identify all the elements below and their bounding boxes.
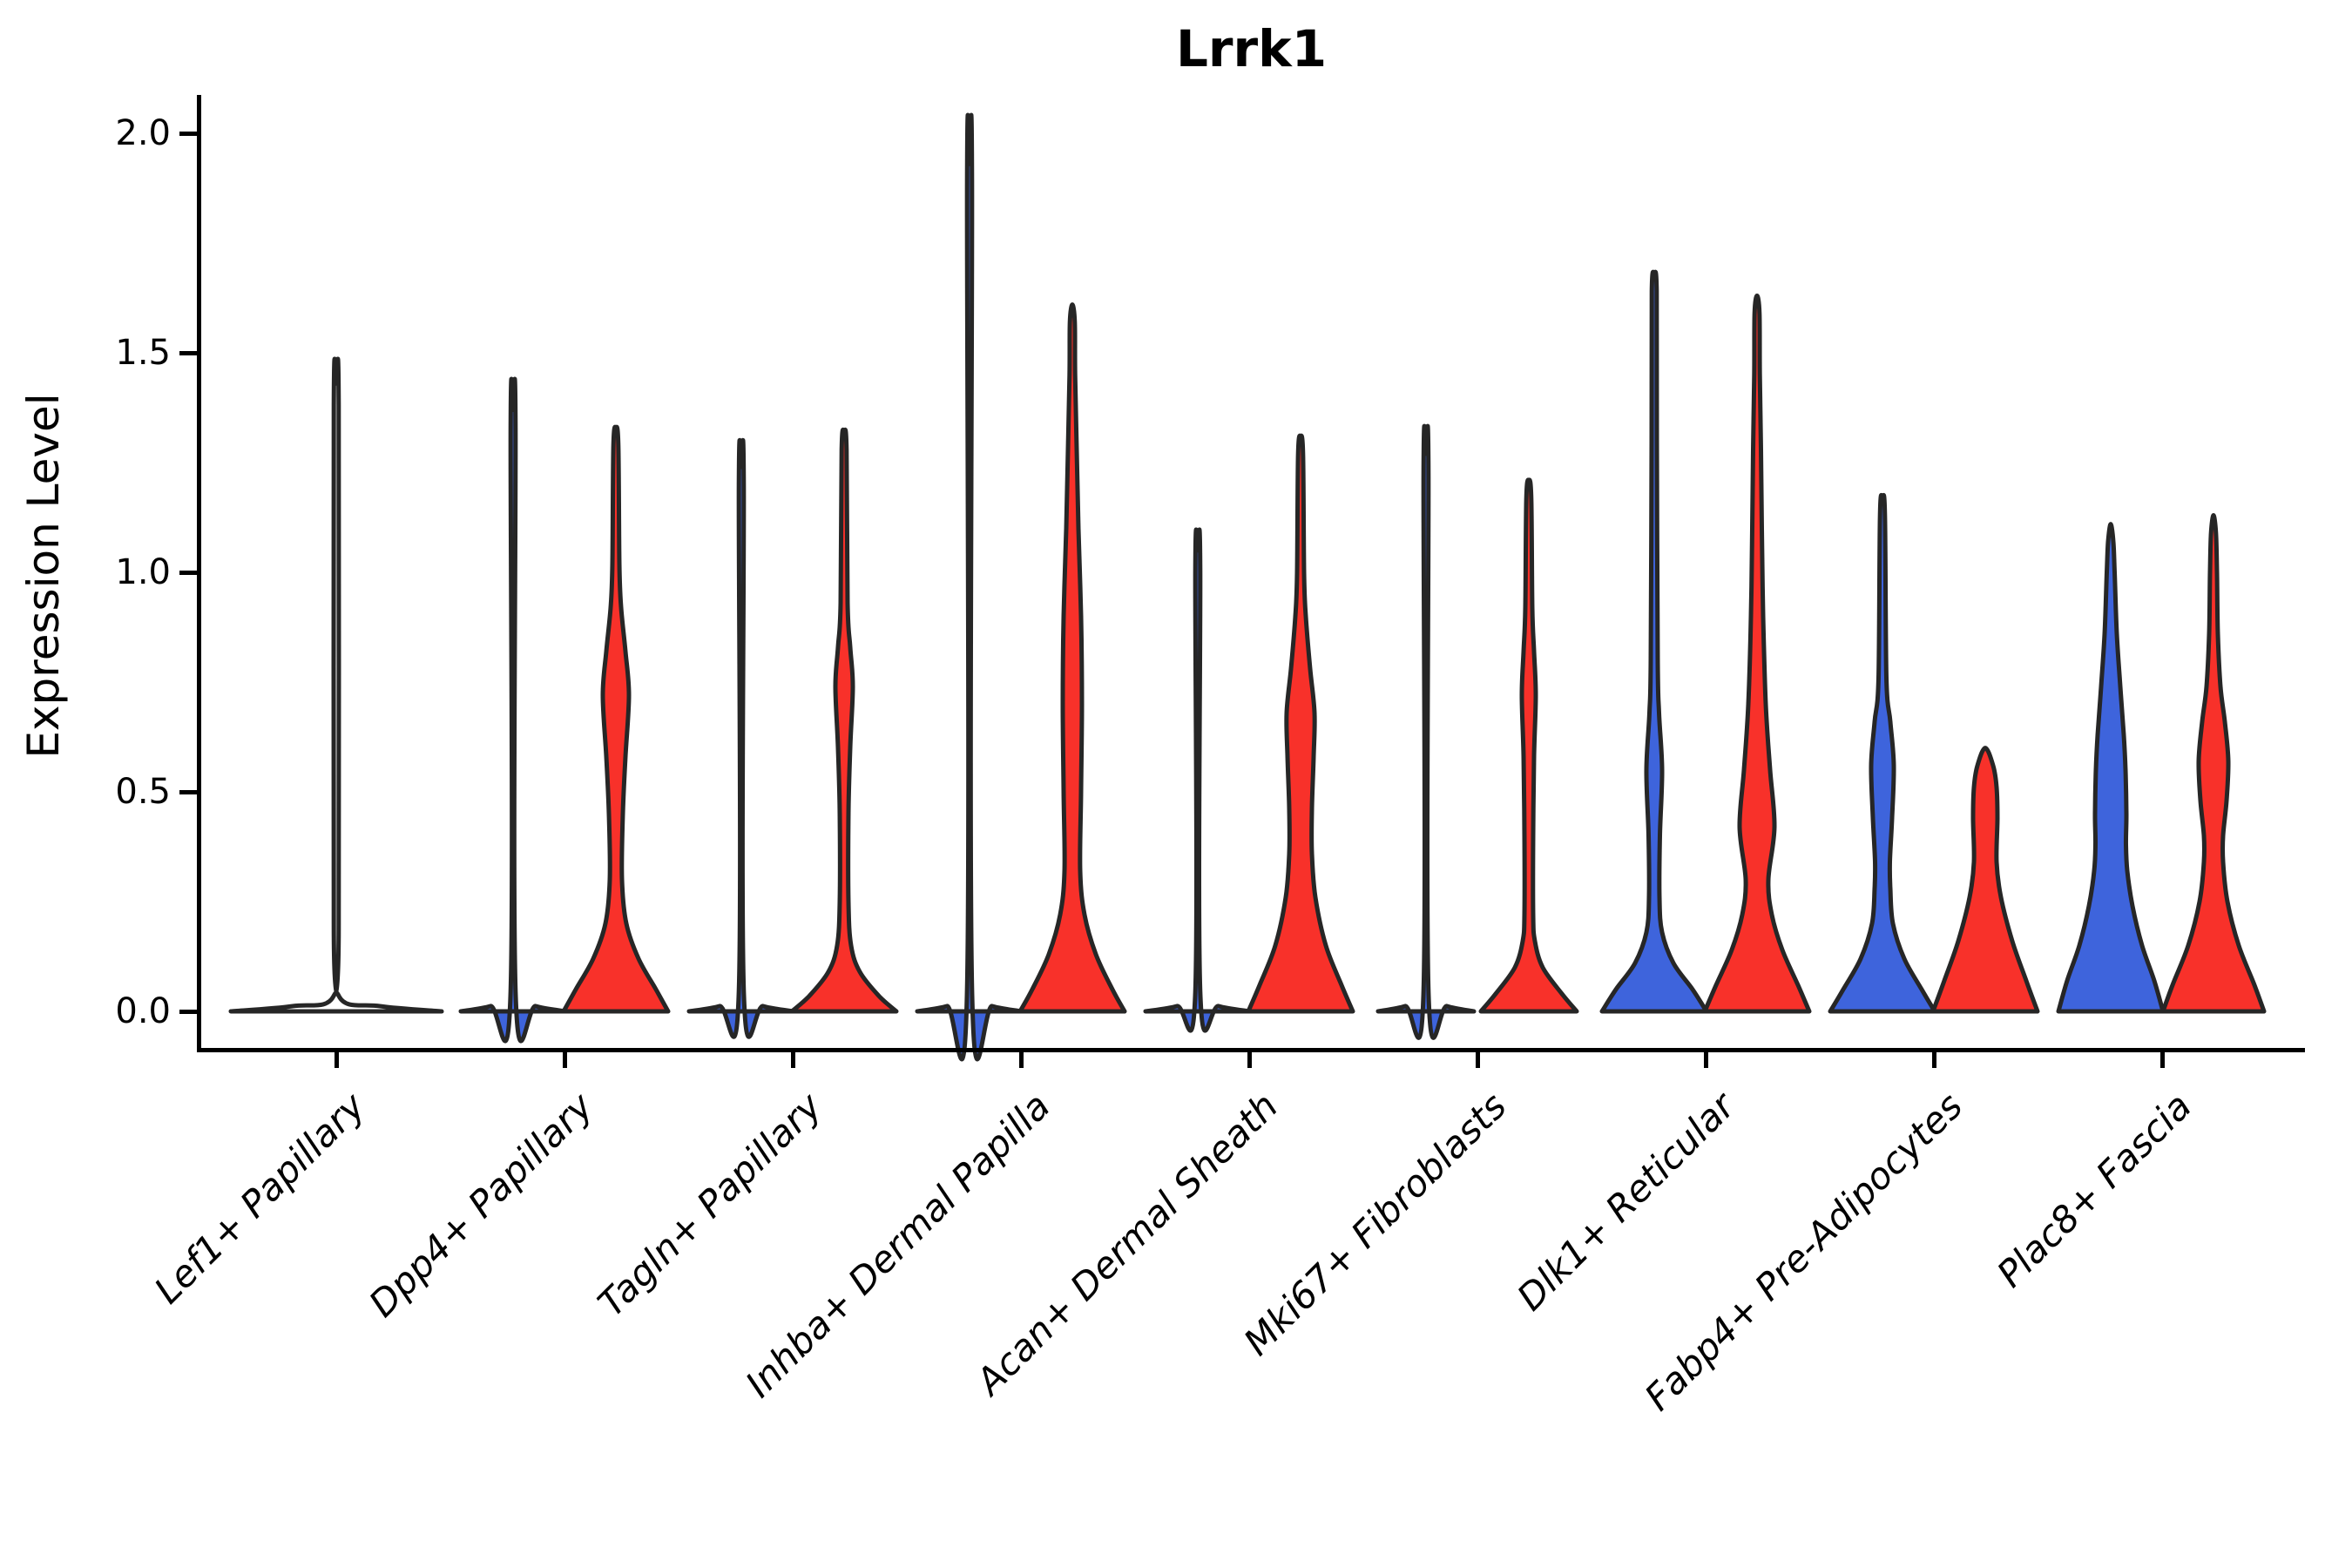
y-tick-label: 1.0 (115, 552, 171, 592)
y-tick-mark (179, 789, 199, 794)
y-tick-mark (179, 570, 199, 575)
violin-left-2 (686, 438, 796, 1039)
y-tick-mark (179, 1009, 199, 1014)
x-tick-mark (1018, 1052, 1024, 1068)
violin-right-8 (2160, 513, 2267, 1014)
violin-left-3 (915, 112, 1024, 1062)
violin-left-6 (1599, 269, 1709, 1014)
x-tick-mark (1703, 1052, 1708, 1068)
violin-right-5 (1478, 477, 1579, 1014)
violin-right-2 (789, 427, 899, 1014)
y-tick-label: 0.5 (115, 772, 171, 812)
y-tick-mark (179, 350, 199, 355)
x-tick-mark (562, 1052, 567, 1068)
violin-center-0 (228, 356, 444, 1014)
violin-right-4 (1246, 433, 1355, 1014)
y-axis-spine (197, 95, 201, 1052)
violin-left-8 (2056, 522, 2166, 1014)
violin-right-6 (1702, 294, 1812, 1014)
violin-left-7 (1828, 492, 1937, 1014)
y-tick-label: 0.0 (115, 991, 171, 1031)
violin-left-4 (1143, 527, 1253, 1033)
x-tick-mark (334, 1052, 339, 1068)
violin-left-5 (1375, 423, 1477, 1040)
y-tick-label: 1.5 (115, 333, 171, 373)
x-tick-mark (1247, 1052, 1252, 1068)
x-tick-mark (1931, 1052, 1936, 1068)
y-tick-label: 2.0 (115, 113, 171, 153)
violin-right-3 (1017, 302, 1127, 1014)
x-tick-mark (2159, 1052, 2165, 1068)
violin-right-7 (1930, 746, 2040, 1014)
x-axis-spine (197, 1048, 2305, 1052)
x-tick-mark (1475, 1052, 1480, 1068)
violin-right-1 (561, 424, 671, 1014)
violin-left-1 (458, 376, 568, 1044)
x-tick-mark (790, 1052, 795, 1068)
y-tick-mark (179, 131, 199, 136)
chart-title: Lrrk1 (1175, 19, 1328, 78)
